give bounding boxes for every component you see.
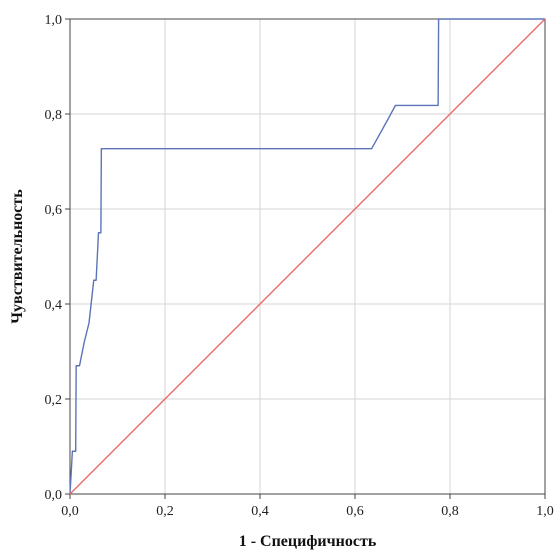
grid-layer xyxy=(70,19,545,494)
reference-diagonal-line xyxy=(69,18,546,495)
series-layer xyxy=(69,18,546,495)
y-tick-label: 1,0 xyxy=(45,13,63,28)
plot-frame xyxy=(69,18,546,495)
y-tick-label: 0,6 xyxy=(45,203,63,218)
y-tick-label: 0,4 xyxy=(45,298,63,313)
y-tick-label: 0,0 xyxy=(45,488,63,503)
x-tick-label: 0,2 xyxy=(156,504,174,519)
x-tick-label: 0,0 xyxy=(61,504,79,519)
x-axis-title: 1 - Специфичность xyxy=(239,533,377,550)
roc-curve-line xyxy=(69,18,545,495)
y-tick-label: 0,2 xyxy=(45,393,63,408)
y-tick-label: 0,8 xyxy=(45,108,63,123)
x-tick-label: 0,4 xyxy=(251,504,269,519)
x-tick-label: 0,6 xyxy=(346,504,364,519)
y-axis-title: Чувствительность xyxy=(9,189,26,324)
x-tick-label: 1,0 xyxy=(536,504,554,519)
ticks-layer: 0,0 0,2 0,4 0,6 0,8 1,0 0,0 0,2 0,4 0,6 0,8 1,0 xyxy=(45,13,554,519)
x-tick-label: 0,8 xyxy=(441,504,459,519)
